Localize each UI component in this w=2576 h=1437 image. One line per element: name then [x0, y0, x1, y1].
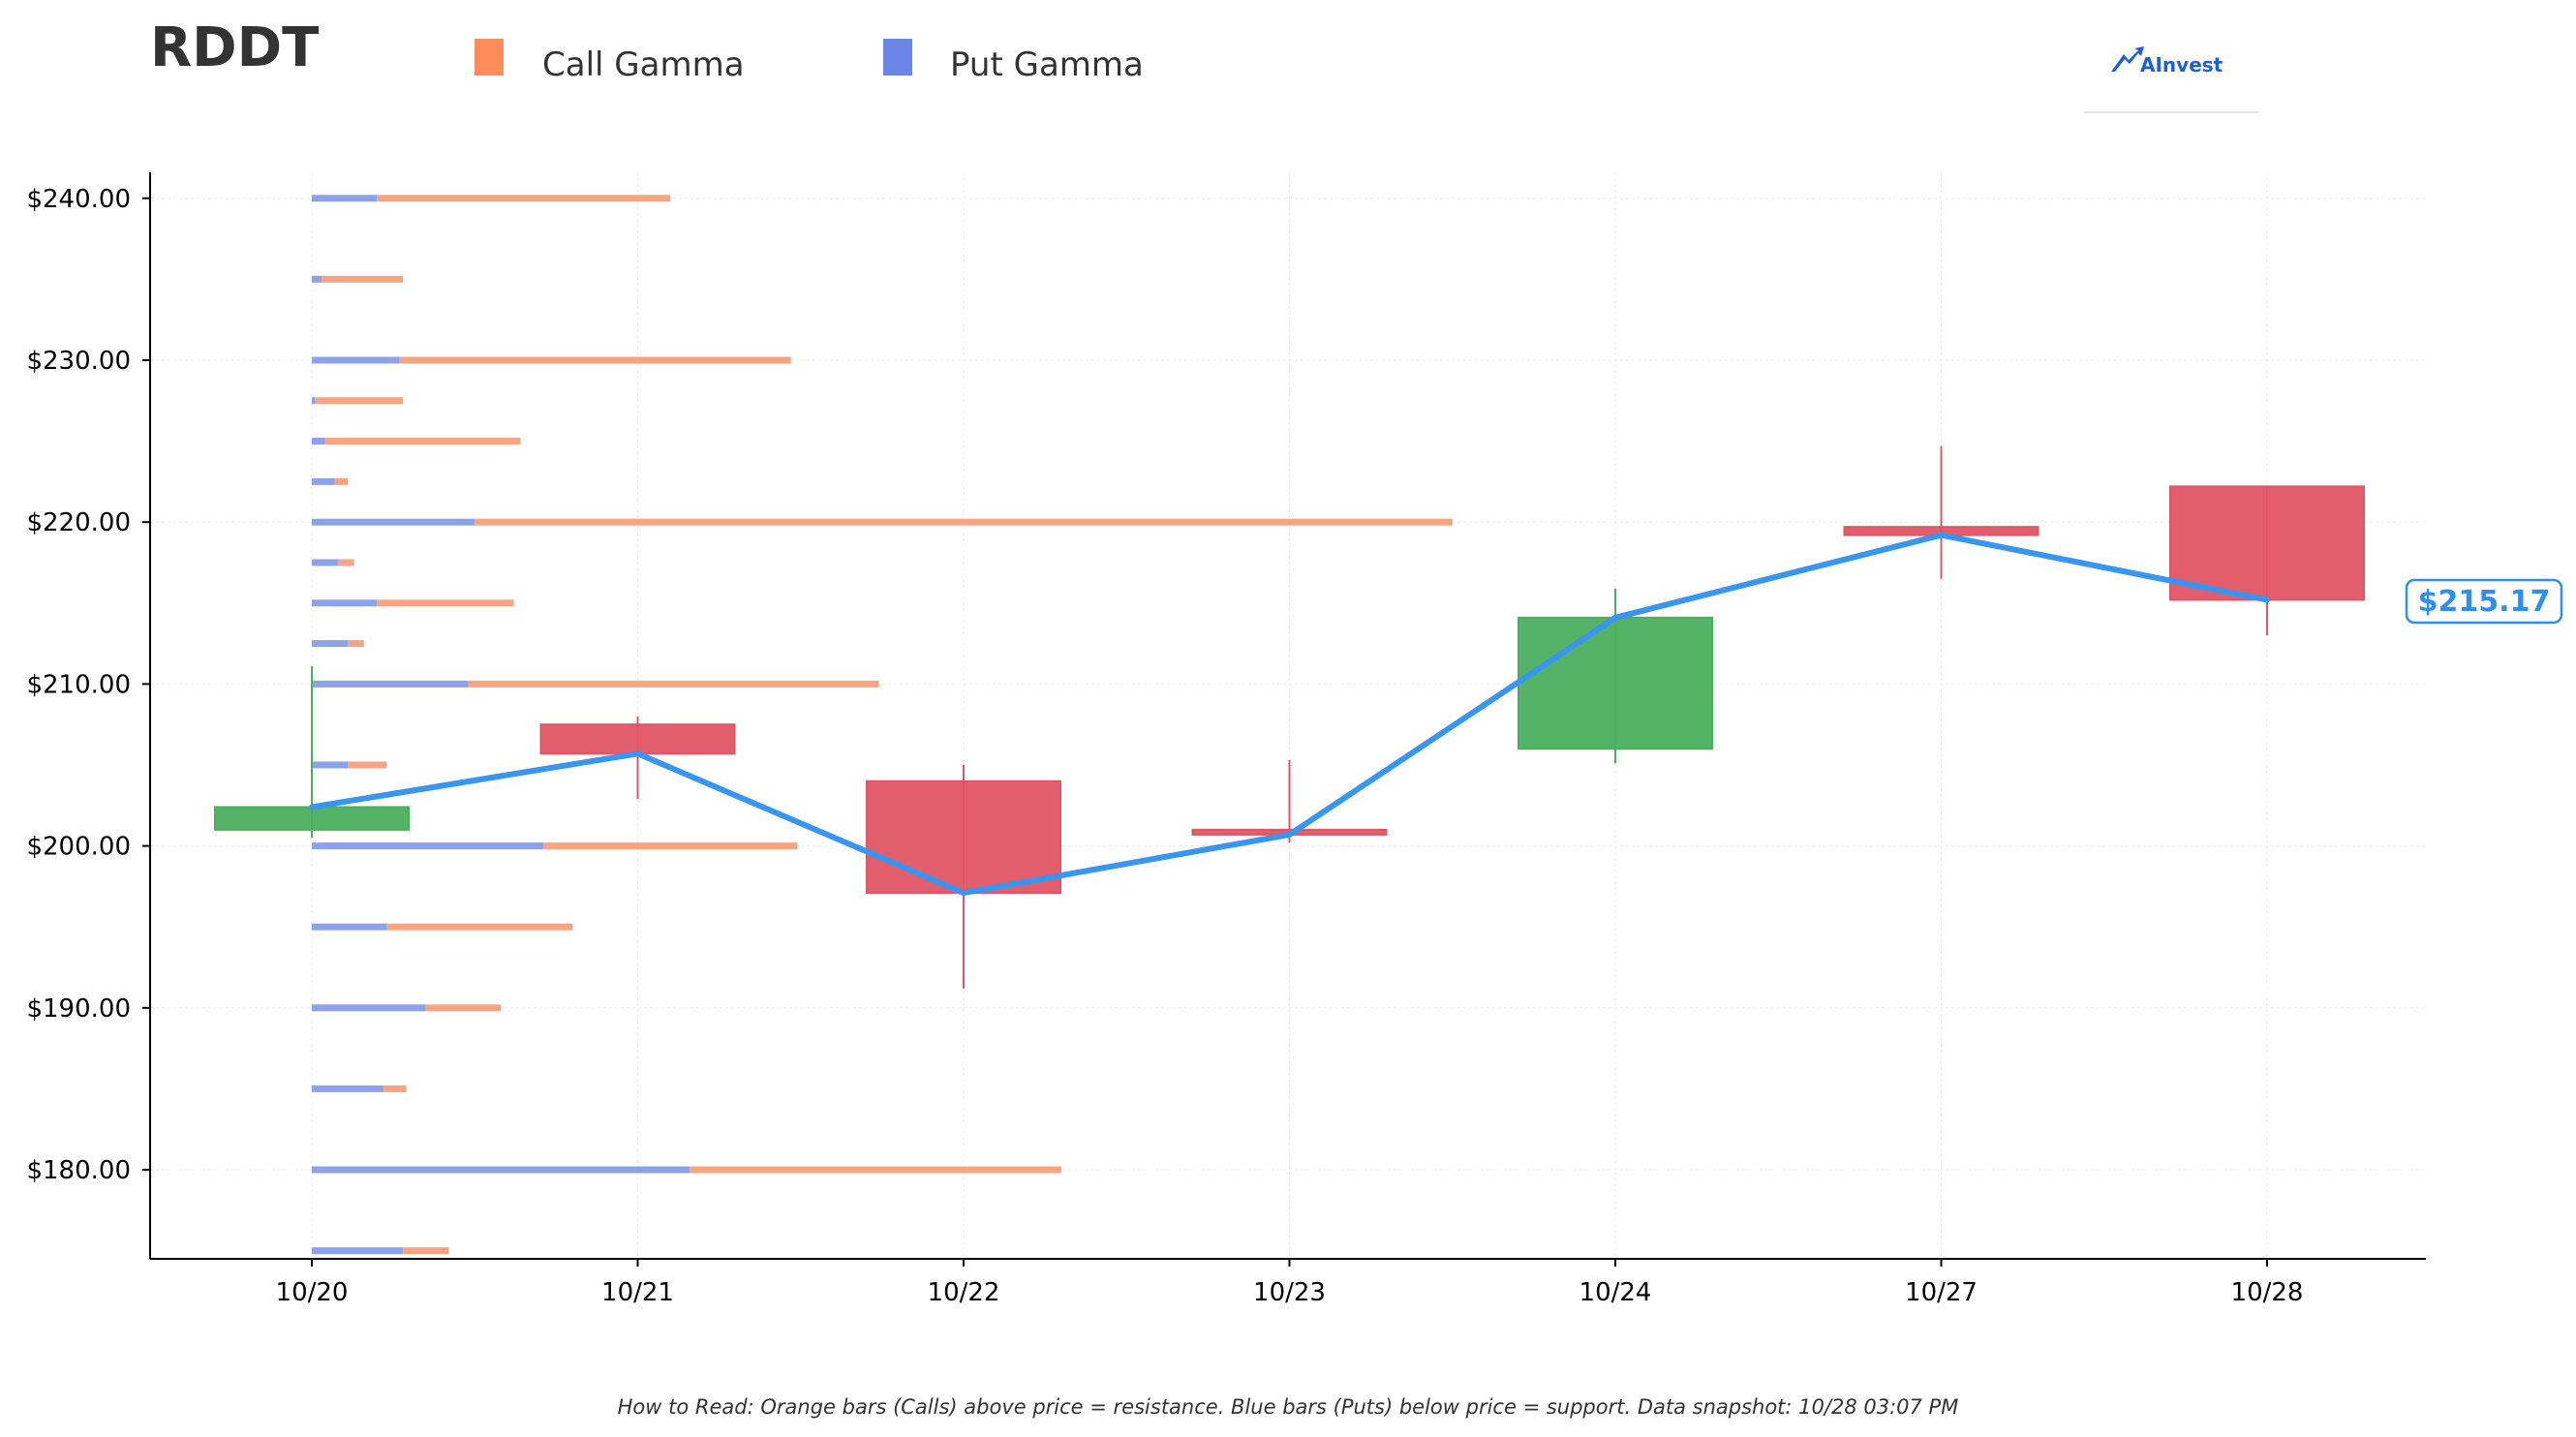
legend-call-label: Call Gamma: [542, 46, 745, 84]
call-gamma-bar: [334, 477, 349, 485]
put-gamma-bar: [312, 356, 400, 364]
call-gamma-bar: [324, 438, 521, 445]
gridlines: [150, 172, 2426, 1259]
candles: [214, 445, 2365, 989]
current-price-tag-label: $215.17: [2418, 585, 2551, 619]
y-tick-labels: $180.00 $190.00 $200.00 $210.00 $220.00 $230.…: [26, 185, 150, 1185]
gamma-bars: [312, 195, 1453, 1255]
put-gamma-bar: [312, 640, 349, 648]
put-gamma-bar: [312, 599, 378, 607]
y-tick-label: $230.00: [26, 347, 131, 376]
y-tick-label: $240.00: [26, 185, 131, 214]
x-tick-label: 10/23: [1253, 1278, 1326, 1307]
y-tick-label: $180.00: [26, 1156, 131, 1185]
call-gamma-bar: [348, 761, 387, 769]
put-gamma-bar: [312, 680, 469, 688]
put-gamma-bar: [312, 761, 349, 769]
call-gamma-bar: [315, 397, 404, 405]
call-gamma-bar: [399, 356, 791, 364]
x-tick-label: 10/21: [601, 1278, 674, 1307]
chart-title: RDDT: [150, 16, 319, 79]
call-gamma-bar: [468, 680, 879, 688]
call-gamma-bar: [386, 923, 573, 931]
candle-body: [539, 723, 736, 755]
call-gamma-bar: [690, 1166, 1061, 1174]
candle-body: [1518, 616, 1713, 750]
x-tick-label: 10/24: [1579, 1278, 1652, 1307]
price-line-group: [309, 532, 2270, 897]
brand-logo-text: AInvest: [2140, 53, 2223, 76]
put-gamma-bar: [312, 275, 322, 283]
y-tick-label: $190.00: [26, 994, 131, 1024]
x-tick-label: 10/20: [276, 1278, 349, 1307]
legend-put-swatch: [883, 39, 912, 76]
call-gamma-bar: [377, 195, 671, 202]
put-gamma-bar: [312, 518, 475, 526]
legend-put-label: Put Gamma: [950, 46, 1144, 84]
call-gamma-bar: [322, 275, 404, 283]
put-gamma-bar: [312, 842, 543, 850]
put-gamma-bar: [312, 559, 338, 566]
brand-logo-icon: [2111, 46, 2144, 72]
legend: Call Gamma Put Gamma: [475, 39, 1144, 84]
candle-body: [866, 780, 1061, 895]
call-gamma-bar: [377, 599, 514, 607]
current-price-tag: $215.17: [2405, 578, 2563, 625]
x-tick-labels: 10/20 10/21 10/22 10/23 10/24 10/27 10/28: [276, 1259, 2304, 1307]
legend-call-swatch: [475, 39, 504, 76]
x-tick-label: 10/22: [928, 1278, 1000, 1307]
axes: [149, 172, 2426, 1260]
call-gamma-bar: [475, 518, 1453, 526]
current-price-tag-box: [2405, 578, 2563, 625]
y-tick-label: $220.00: [26, 508, 131, 537]
call-gamma-bar: [337, 559, 354, 566]
y-tick-label: $200.00: [26, 833, 131, 862]
candle-body: [2169, 485, 2365, 601]
put-gamma-bar: [312, 1166, 690, 1174]
call-gamma-bar: [383, 1085, 407, 1092]
call-gamma-bar: [348, 640, 364, 648]
call-gamma-bar: [542, 842, 798, 850]
put-gamma-bar: [312, 1004, 426, 1012]
brand-logo: AInvest: [2084, 46, 2258, 113]
put-gamma-bar: [312, 1085, 384, 1092]
put-gamma-bar: [312, 438, 325, 445]
x-tick-label: 10/28: [2231, 1278, 2304, 1307]
chart-footnote: How to Read: Orange bars (Calls) above p…: [618, 1395, 1959, 1419]
put-gamma-bar: [312, 195, 378, 202]
price-line: [309, 532, 2270, 897]
call-gamma-bar: [425, 1004, 502, 1012]
candle-body: [214, 806, 410, 831]
put-gamma-bar: [312, 1247, 404, 1255]
put-gamma-bar: [312, 397, 316, 405]
call-gamma-bar: [403, 1247, 449, 1255]
x-tick-label: 10/27: [1905, 1278, 1978, 1307]
y-tick-label: $210.00: [26, 670, 131, 699]
put-gamma-bar: [312, 923, 387, 931]
put-gamma-bar: [312, 477, 335, 485]
